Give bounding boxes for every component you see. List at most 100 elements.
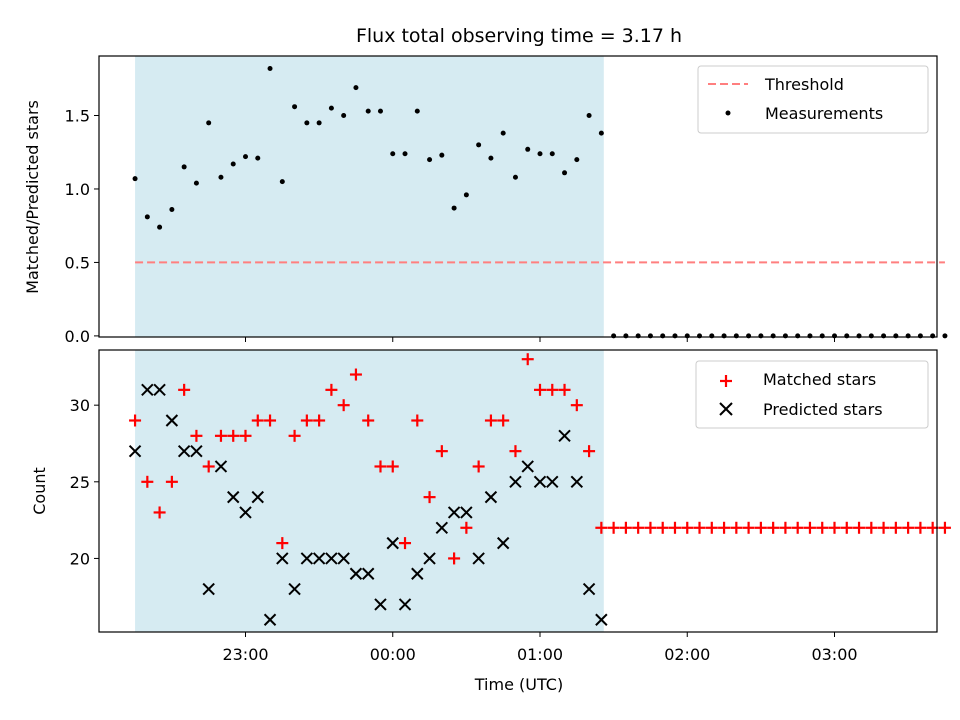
predicted-star-point <box>521 460 534 473</box>
bottom-x-tick-label: 02:00 <box>664 645 710 664</box>
matched-star-point <box>300 414 313 427</box>
predicted-star-point <box>509 475 522 489</box>
bottom-panel-frame <box>98 349 938 633</box>
matched-star-point <box>325 383 338 396</box>
matched-star-point <box>803 521 816 534</box>
matched-star-point <box>546 383 559 396</box>
bottom-panel-shade <box>135 350 604 632</box>
predicted-star-point <box>472 552 485 565</box>
matched-star-point <box>411 414 424 427</box>
measurement-point <box>365 108 371 114</box>
bottom-y-tick-label: 30 <box>70 396 90 415</box>
matched-star-point <box>730 521 743 534</box>
top-panel: 0.0 0.5 1.0 1.5 Matched/Predicted stars Thr… <box>23 55 948 346</box>
matched-star-point <box>828 521 841 534</box>
measurement-point <box>721 333 727 339</box>
matched-star-point <box>767 521 780 534</box>
predicted-star-point <box>190 444 203 458</box>
bottom-y-tick-label: 25 <box>70 473 90 492</box>
matched-star-point <box>497 414 510 427</box>
matched-star-point <box>742 521 755 534</box>
predicted-star-point <box>582 582 596 596</box>
bottom-x-tick-label: 00:00 <box>370 645 416 664</box>
top-legend-box <box>697 65 929 134</box>
predicted-star-point <box>460 506 473 519</box>
predicted-star-point <box>141 383 154 397</box>
matched-star-point <box>718 521 731 534</box>
predicted-star-point <box>558 429 571 443</box>
measurement-point <box>488 155 494 161</box>
measurement-point <box>402 151 408 157</box>
predicted-star-point <box>398 598 412 611</box>
measurement-point <box>611 333 617 339</box>
matched-star-point <box>693 521 706 534</box>
legend-measurements-label: Measurements <box>765 104 883 123</box>
predicted-star-point <box>202 582 215 596</box>
matched-star-point <box>619 521 632 534</box>
predicted-star-point <box>447 506 461 519</box>
matched-star-point <box>448 552 461 565</box>
measurement-point <box>525 146 531 152</box>
legend-measurements-swatch <box>725 110 731 116</box>
measurement-point <box>549 151 555 157</box>
matched-star-point <box>472 460 485 473</box>
matched-star-point <box>865 521 878 534</box>
measurement-point <box>586 113 592 119</box>
measurement-point <box>181 164 187 170</box>
bottom-series <box>128 353 951 626</box>
matched-star-point <box>938 521 951 534</box>
predicted-star-point <box>484 490 498 504</box>
legend-predicted-label: Predicted stars <box>763 400 883 419</box>
measurement-point <box>635 333 641 339</box>
measurement-point <box>647 333 653 339</box>
matched-star-point <box>386 460 399 473</box>
measurement-point <box>500 130 506 136</box>
top-panel-shade <box>135 56 604 337</box>
predicted-star-point <box>325 552 338 565</box>
bottom-x-tick-label: 01:00 <box>517 645 563 664</box>
measurement-point <box>439 152 445 158</box>
measurement-point <box>598 130 604 136</box>
measurement-point <box>562 170 568 176</box>
measurement-point <box>390 151 396 157</box>
matched-star-point <box>656 521 669 534</box>
predicted-star-point <box>423 552 436 565</box>
measurement-point <box>144 214 150 220</box>
measurement-point <box>230 161 236 167</box>
matched-star-point <box>595 521 608 534</box>
predicted-star-point <box>214 460 228 473</box>
measurement-point <box>157 224 163 230</box>
measurement-point <box>881 333 887 339</box>
measurement-point <box>930 333 936 339</box>
bottom-y-ticks: 20 25 30 <box>70 396 99 568</box>
measurement-point <box>893 333 899 339</box>
measurement-point <box>868 333 874 339</box>
top-legend: Threshold Measurements <box>697 65 929 134</box>
matched-star-point <box>570 399 583 412</box>
top-y-ticks: 0.0 0.5 1.0 1.5 <box>65 107 99 346</box>
matched-star-point <box>902 521 915 534</box>
top-y-axis-label: Matched/Predicted stars <box>23 100 42 294</box>
legend-matched-label: Matched stars <box>763 370 876 389</box>
matched-star-point <box>362 414 375 427</box>
matched-star-point <box>460 521 473 534</box>
matched-star-point <box>251 414 264 427</box>
measurement-point <box>267 65 273 71</box>
measurement-point <box>279 179 285 185</box>
matched-star-point <box>313 414 326 427</box>
matched-star-point <box>853 521 866 534</box>
matched-star-point <box>276 537 289 550</box>
measurement-point <box>414 108 420 114</box>
predicted-star-point <box>153 383 166 397</box>
bottom-panel: 20 25 30 23:00 00:00 01:00 02:00 03:00 Count T… <box>30 349 951 694</box>
bottom-x-ticks: 23:00 00:00 01:00 02:00 03:00 <box>222 632 858 664</box>
matched-star-point <box>632 521 645 534</box>
predicted-star-point <box>227 490 240 504</box>
matched-star-point <box>288 429 301 442</box>
measurement-point <box>942 333 948 339</box>
matched-star-point <box>202 460 215 473</box>
matched-star-point <box>264 414 277 427</box>
matched-star-point <box>583 445 596 458</box>
measurement-point <box>746 333 752 339</box>
matched-star-point <box>607 521 620 534</box>
